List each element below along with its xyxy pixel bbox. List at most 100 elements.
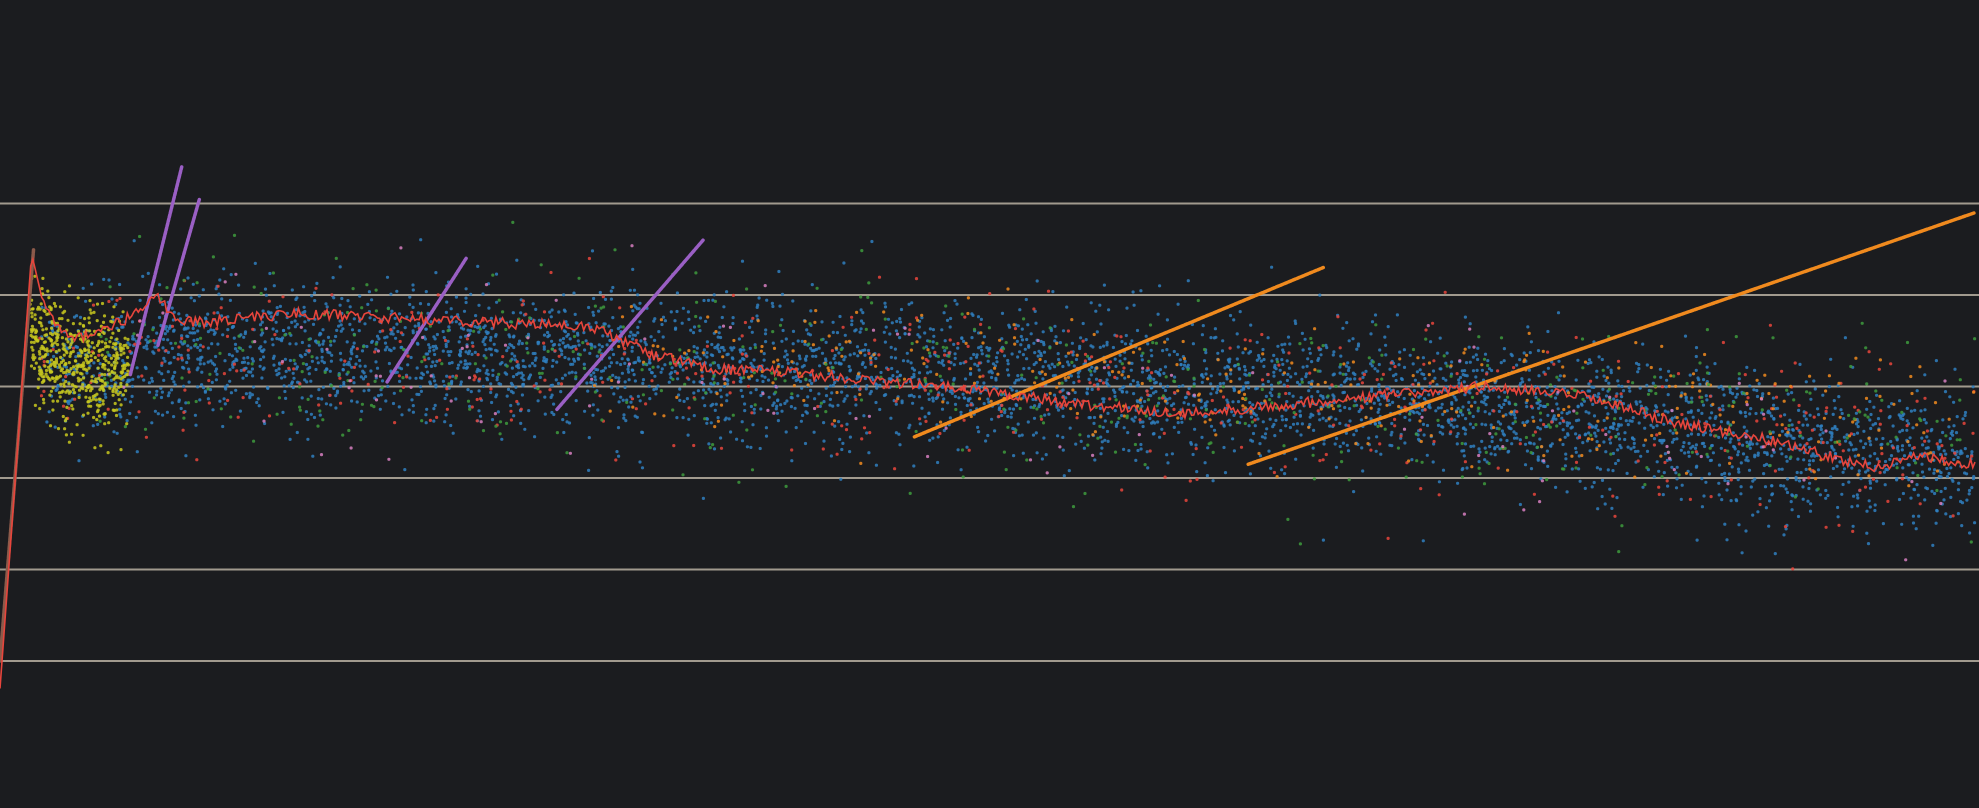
scatter-point — [558, 338, 563, 342]
scatter-point — [1375, 378, 1379, 382]
scatter-point — [1269, 466, 1273, 470]
scatter-point — [1000, 413, 1004, 418]
scatter-point — [940, 378, 944, 382]
scatter-point — [428, 418, 432, 422]
scatter-point — [180, 336, 184, 340]
scatter-point — [729, 430, 733, 434]
scatter-point — [725, 377, 729, 381]
scatter-point — [1367, 436, 1371, 440]
scatter-point — [631, 405, 635, 409]
scatter-point — [812, 430, 816, 434]
scatter-point — [713, 408, 717, 412]
scatter-point — [1345, 321, 1349, 325]
scatter-point — [112, 430, 116, 434]
scatter-point — [91, 424, 95, 428]
scatter-point — [1705, 365, 1709, 369]
scatter-point — [686, 310, 691, 314]
scatter-point — [1303, 337, 1307, 341]
scatter-point — [1102, 344, 1106, 348]
scatter-point — [1471, 414, 1475, 419]
scatter-point — [772, 401, 776, 405]
scatter-point — [1093, 430, 1097, 434]
scatter-point — [1726, 479, 1730, 483]
scatter-point — [1942, 449, 1946, 453]
scatter-point — [725, 353, 729, 357]
scatter-point — [1085, 387, 1090, 391]
scatter-point — [779, 403, 783, 407]
scatter-point — [321, 342, 325, 346]
scatter-point — [1719, 420, 1723, 424]
scatter-point — [573, 312, 577, 316]
scatter-point — [304, 362, 309, 367]
scatter-point — [435, 359, 439, 363]
scatter-point — [274, 369, 278, 373]
scatter-point — [594, 321, 598, 325]
scatter-point — [1595, 369, 1599, 373]
scatter-point — [829, 454, 834, 458]
scatter-point — [352, 341, 356, 345]
scatter-point — [908, 322, 912, 326]
scatter-point — [1763, 450, 1767, 455]
scatter-point — [603, 366, 608, 370]
scatter-point — [1172, 391, 1177, 395]
scatter-point — [1923, 396, 1927, 400]
scatter-point — [257, 404, 261, 408]
scatter-point — [1609, 435, 1613, 439]
scatter-point — [1361, 375, 1365, 379]
scatter-point — [1518, 438, 1522, 442]
scatter-point — [497, 382, 501, 386]
scatter-point — [1200, 373, 1204, 377]
scatter-point — [161, 337, 166, 341]
scatter-point — [968, 396, 972, 401]
scatter-point — [977, 368, 981, 372]
scatter-point — [398, 339, 402, 344]
scatter-point — [1900, 448, 1904, 452]
scatter-point — [1510, 442, 1514, 446]
scatter-point — [1316, 383, 1320, 387]
scatter-point — [967, 399, 971, 403]
scatter-point — [1741, 452, 1746, 456]
scatter-point — [1466, 408, 1471, 412]
scatter-point — [629, 330, 633, 334]
scatter-point — [1555, 402, 1559, 406]
scatter-point — [1140, 354, 1144, 358]
scatter-point — [803, 441, 808, 446]
scatter-point — [214, 354, 218, 359]
scatter-point — [1659, 375, 1663, 379]
scatter-point — [1695, 464, 1699, 468]
scatter-point — [818, 404, 822, 408]
scatter-point — [1214, 433, 1218, 437]
scatter-point — [1590, 385, 1594, 389]
scatter-point — [520, 341, 524, 346]
scatter-point — [206, 346, 210, 350]
scatter-point — [1960, 501, 1965, 505]
scatter-point — [1645, 383, 1649, 387]
scatter-point — [1039, 339, 1043, 344]
scatter-point — [822, 400, 826, 404]
scatter-point — [411, 329, 415, 333]
scatter-point — [470, 352, 474, 356]
scatter-point — [1713, 416, 1717, 420]
scatter-point — [241, 376, 245, 380]
scatter-point — [912, 395, 916, 399]
scatter-point — [565, 323, 570, 327]
scatter-point — [875, 386, 879, 390]
scatter-point — [617, 376, 621, 380]
scatter-point — [509, 409, 513, 413]
scatter-point — [211, 361, 215, 365]
scatter-point — [587, 256, 592, 261]
scatter-point — [603, 322, 607, 326]
scatter-point — [411, 288, 415, 292]
scatter-point — [982, 402, 986, 406]
scatter-point — [1666, 484, 1670, 488]
scatter-point — [644, 343, 648, 347]
scatter-point — [1794, 478, 1798, 482]
scatter-point — [1702, 494, 1706, 498]
scatter-point — [1587, 431, 1591, 435]
scatter-point — [415, 341, 420, 345]
scatter-point — [1163, 388, 1168, 393]
scatter-point — [1259, 401, 1263, 405]
scatter-point — [719, 335, 723, 340]
scatter-point — [1351, 337, 1355, 341]
scatter-point — [1325, 346, 1329, 350]
